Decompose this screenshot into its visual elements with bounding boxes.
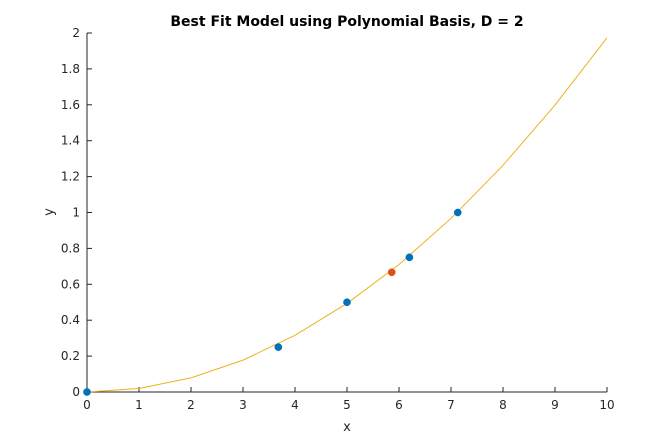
y-tick-label: 2 <box>72 26 80 40</box>
chart-title: Best Fit Model using Polynomial Basis, D… <box>170 14 523 30</box>
data-point <box>405 253 414 262</box>
x-tick-label: 1 <box>135 398 143 412</box>
y-tick-label: 0 <box>72 385 80 399</box>
x-tick-label: 8 <box>499 398 507 412</box>
y-tick-label: 1.2 <box>61 170 80 184</box>
y-tick-label: 1.6 <box>61 98 80 112</box>
y-tick-label: 1.8 <box>61 62 80 76</box>
data-point <box>453 208 462 217</box>
x-tick-label: 0 <box>83 398 91 412</box>
x-tick-label: 3 <box>239 398 247 412</box>
data-point <box>343 298 351 307</box>
prediction-point <box>387 268 396 277</box>
x-tick-label: 10 <box>599 398 614 412</box>
x-tick-label: 4 <box>291 398 299 412</box>
y-tick-label: 0.8 <box>61 241 80 255</box>
data-point <box>274 343 283 351</box>
y-tick-label: 0.4 <box>61 313 80 327</box>
y-tick-label: 0.6 <box>61 277 80 291</box>
x-tick-label: 7 <box>447 398 455 412</box>
x-tick-label: 6 <box>395 398 403 412</box>
x-tick-label: 2 <box>187 398 195 412</box>
y-tick-label: 0.2 <box>61 349 80 363</box>
y-tick-label: 1.4 <box>61 134 80 148</box>
x-tick-label: 5 <box>343 398 351 412</box>
x-axis-label: x <box>343 420 351 435</box>
plot-area: 0 1 2 3 4 5 6 7 8 9 10 0 0.2 0.4 0.6 0.8 1 1.2 1.4 1.6 1.8 2 <box>61 26 615 412</box>
fit-curve-line <box>86 37 608 393</box>
y-axis-label: y <box>42 208 57 216</box>
y-tick-label: 1 <box>72 206 80 220</box>
data-point <box>83 388 91 396</box>
x-tick-label: 9 <box>551 398 559 412</box>
